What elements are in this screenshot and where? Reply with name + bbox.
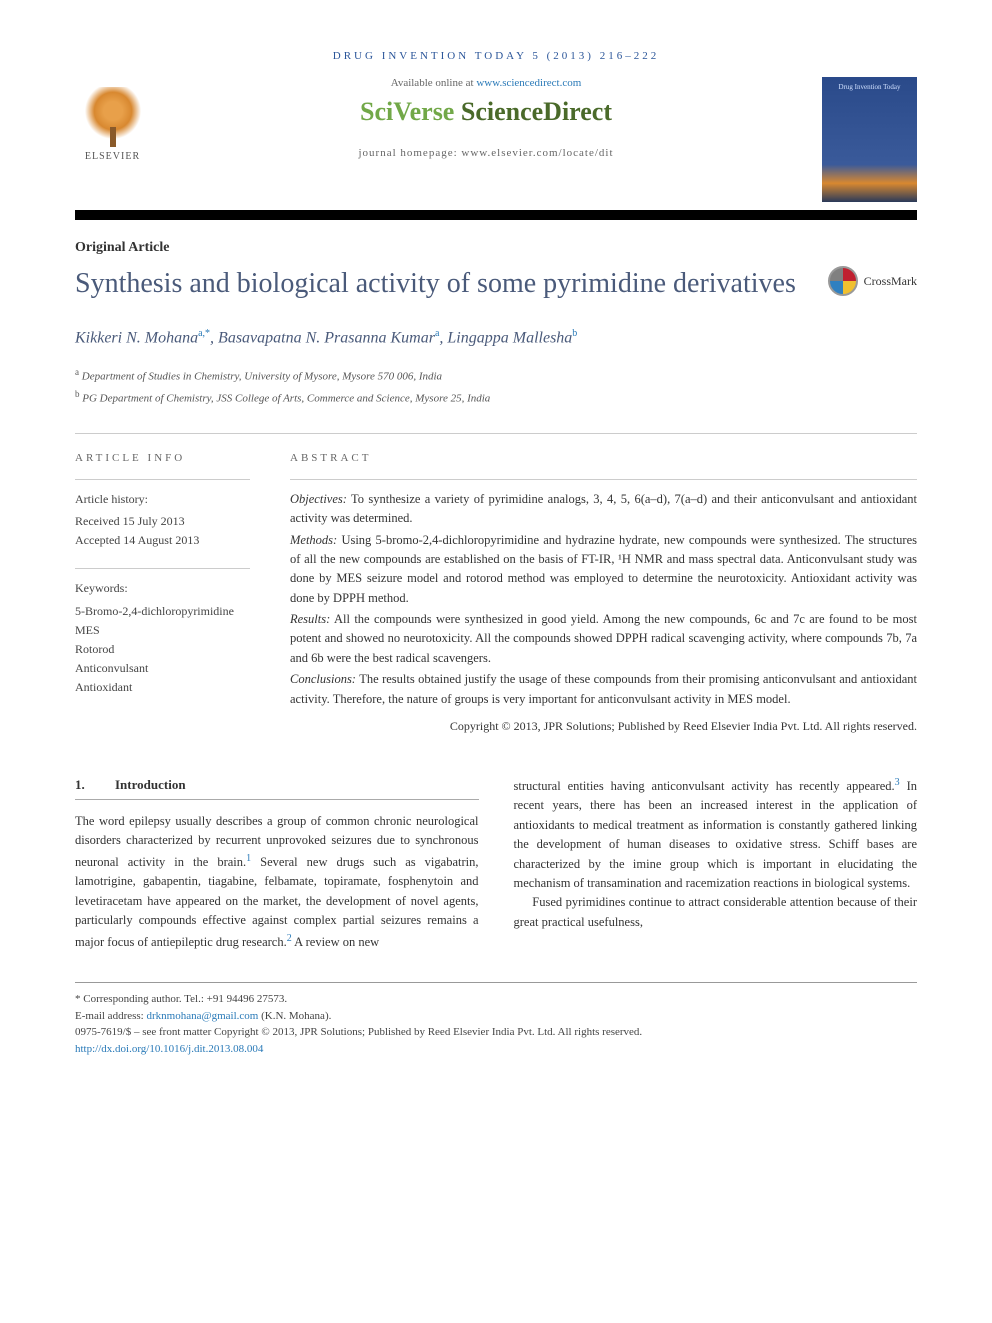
objectives-label: Objectives:	[290, 492, 347, 506]
section-title: Introduction	[115, 777, 186, 792]
keywords-block: Keywords: 5-Bromo-2,4-dichloropyrimidine…	[75, 568, 250, 697]
crossmark-icon	[828, 266, 858, 296]
body-column-left: 1.Introduction The word epilepsy usually…	[75, 775, 479, 952]
affil-a: Department of Studies in Chemistry, Univ…	[82, 371, 442, 383]
received-date: Received 15 July 2013	[75, 514, 185, 528]
author-3-affil: b	[572, 328, 577, 339]
methods-text: Using 5-bromo-2,4-dichloropyrimidine and…	[290, 533, 917, 605]
affiliations: a Department of Studies in Chemistry, Un…	[75, 365, 917, 408]
article-title: Synthesis and biological activity of som…	[75, 266, 828, 301]
body-column-right: structural entities having anticonvulsan…	[514, 775, 918, 952]
email-link[interactable]: drknmohana@gmail.com	[146, 1010, 258, 1022]
results-label: Results:	[290, 612, 330, 626]
doi-link[interactable]: http://dx.doi.org/10.1016/j.dit.2013.08.…	[75, 1043, 263, 1055]
author-2-affil: a	[435, 328, 439, 339]
sciverse-logo: SciVerse ScienceDirect	[175, 97, 797, 127]
author-3: Lingappa Mallesha	[447, 329, 572, 346]
conclusions-label: Conclusions:	[290, 672, 356, 686]
keyword-item: MES	[75, 623, 100, 637]
available-online: Available online at www.sciencedirect.co…	[175, 77, 797, 89]
divider-bar	[75, 210, 917, 220]
elsevier-logo: ELSEVIER	[75, 77, 150, 162]
section-number: 1.	[75, 775, 115, 795]
abstract-text: Objectives: To synthesize a variety of p…	[290, 479, 917, 735]
abstract-column: ABSTRACT Objectives: To synthesize a var…	[290, 452, 917, 735]
abstract-copyright: Copyright © 2013, JPR Solutions; Publish…	[290, 717, 917, 735]
crossmark-label: CrossMark	[864, 274, 917, 289]
affil-b: PG Department of Chemistry, JSS College …	[82, 392, 490, 404]
body-paragraph: structural entities having anticonvulsan…	[514, 775, 918, 893]
email-suffix: (K.N. Mohana).	[258, 1010, 331, 1022]
article-type: Original Article	[75, 240, 917, 256]
crossmark-badge[interactable]: CrossMark	[828, 266, 917, 296]
keyword-item: Anticonvulsant	[75, 661, 148, 675]
results-text: All the compounds were synthesized in go…	[290, 612, 917, 665]
keyword-item: 5-Bromo-2,4-dichloropyrimidine	[75, 604, 234, 618]
author-1: Kikkeri N. Mohana	[75, 329, 198, 346]
elsevier-tree-icon	[83, 87, 143, 147]
journal-homepage: journal homepage: www.elsevier.com/locat…	[175, 147, 797, 159]
body-text: 1.Introduction The word epilepsy usually…	[75, 775, 917, 952]
conclusions-text: The results obtained justify the usage o…	[290, 672, 917, 705]
publisher-banner: ELSEVIER Available online at www.science…	[75, 77, 917, 202]
sciencedirect-link[interactable]: www.sciencedirect.com	[476, 77, 581, 89]
article-history: Article history: Received 15 July 2013 A…	[75, 479, 250, 551]
objectives-text: To synthesize a variety of pyrimidine an…	[290, 492, 917, 525]
journal-cover-thumbnail: Drug Invention Today	[822, 77, 917, 202]
body-paragraph: Fused pyrimidines continue to attract co…	[514, 893, 918, 932]
elsevier-name: ELSEVIER	[85, 151, 140, 162]
keywords-label: Keywords:	[75, 579, 250, 598]
keyword-item: Rotorod	[75, 642, 114, 656]
methods-label: Methods:	[290, 533, 337, 547]
author-1-affil: a,*	[198, 328, 210, 339]
article-info-sidebar: ARTICLE INFO Article history: Received 1…	[75, 452, 250, 735]
article-info-heading: ARTICLE INFO	[75, 452, 250, 464]
available-label: Available online at	[391, 77, 477, 89]
running-header: drug invention today 5 (2013) 216–222	[75, 50, 917, 62]
body-paragraph: The word epilepsy usually describes a gr…	[75, 812, 479, 952]
author-list: Kikkeri N. Mohanaa,*, Basavapatna N. Pra…	[75, 326, 917, 350]
corresponding-author: * Corresponding author. Tel.: +91 94496 …	[75, 991, 917, 1008]
history-label: Article history:	[75, 490, 250, 509]
page-footer: * Corresponding author. Tel.: +91 94496 …	[75, 982, 917, 1057]
journal-cover-title: Drug Invention Today	[826, 83, 913, 91]
keyword-item: Antioxidant	[75, 680, 132, 694]
issn-copyright: 0975-7619/$ – see front matter Copyright…	[75, 1024, 917, 1041]
author-2: Basavapatna N. Prasanna Kumar	[218, 329, 435, 346]
accepted-date: Accepted 14 August 2013	[75, 533, 199, 547]
section-1-heading: 1.Introduction	[75, 775, 479, 800]
email-label: E-mail address:	[75, 1010, 146, 1022]
abstract-heading: ABSTRACT	[290, 452, 917, 464]
